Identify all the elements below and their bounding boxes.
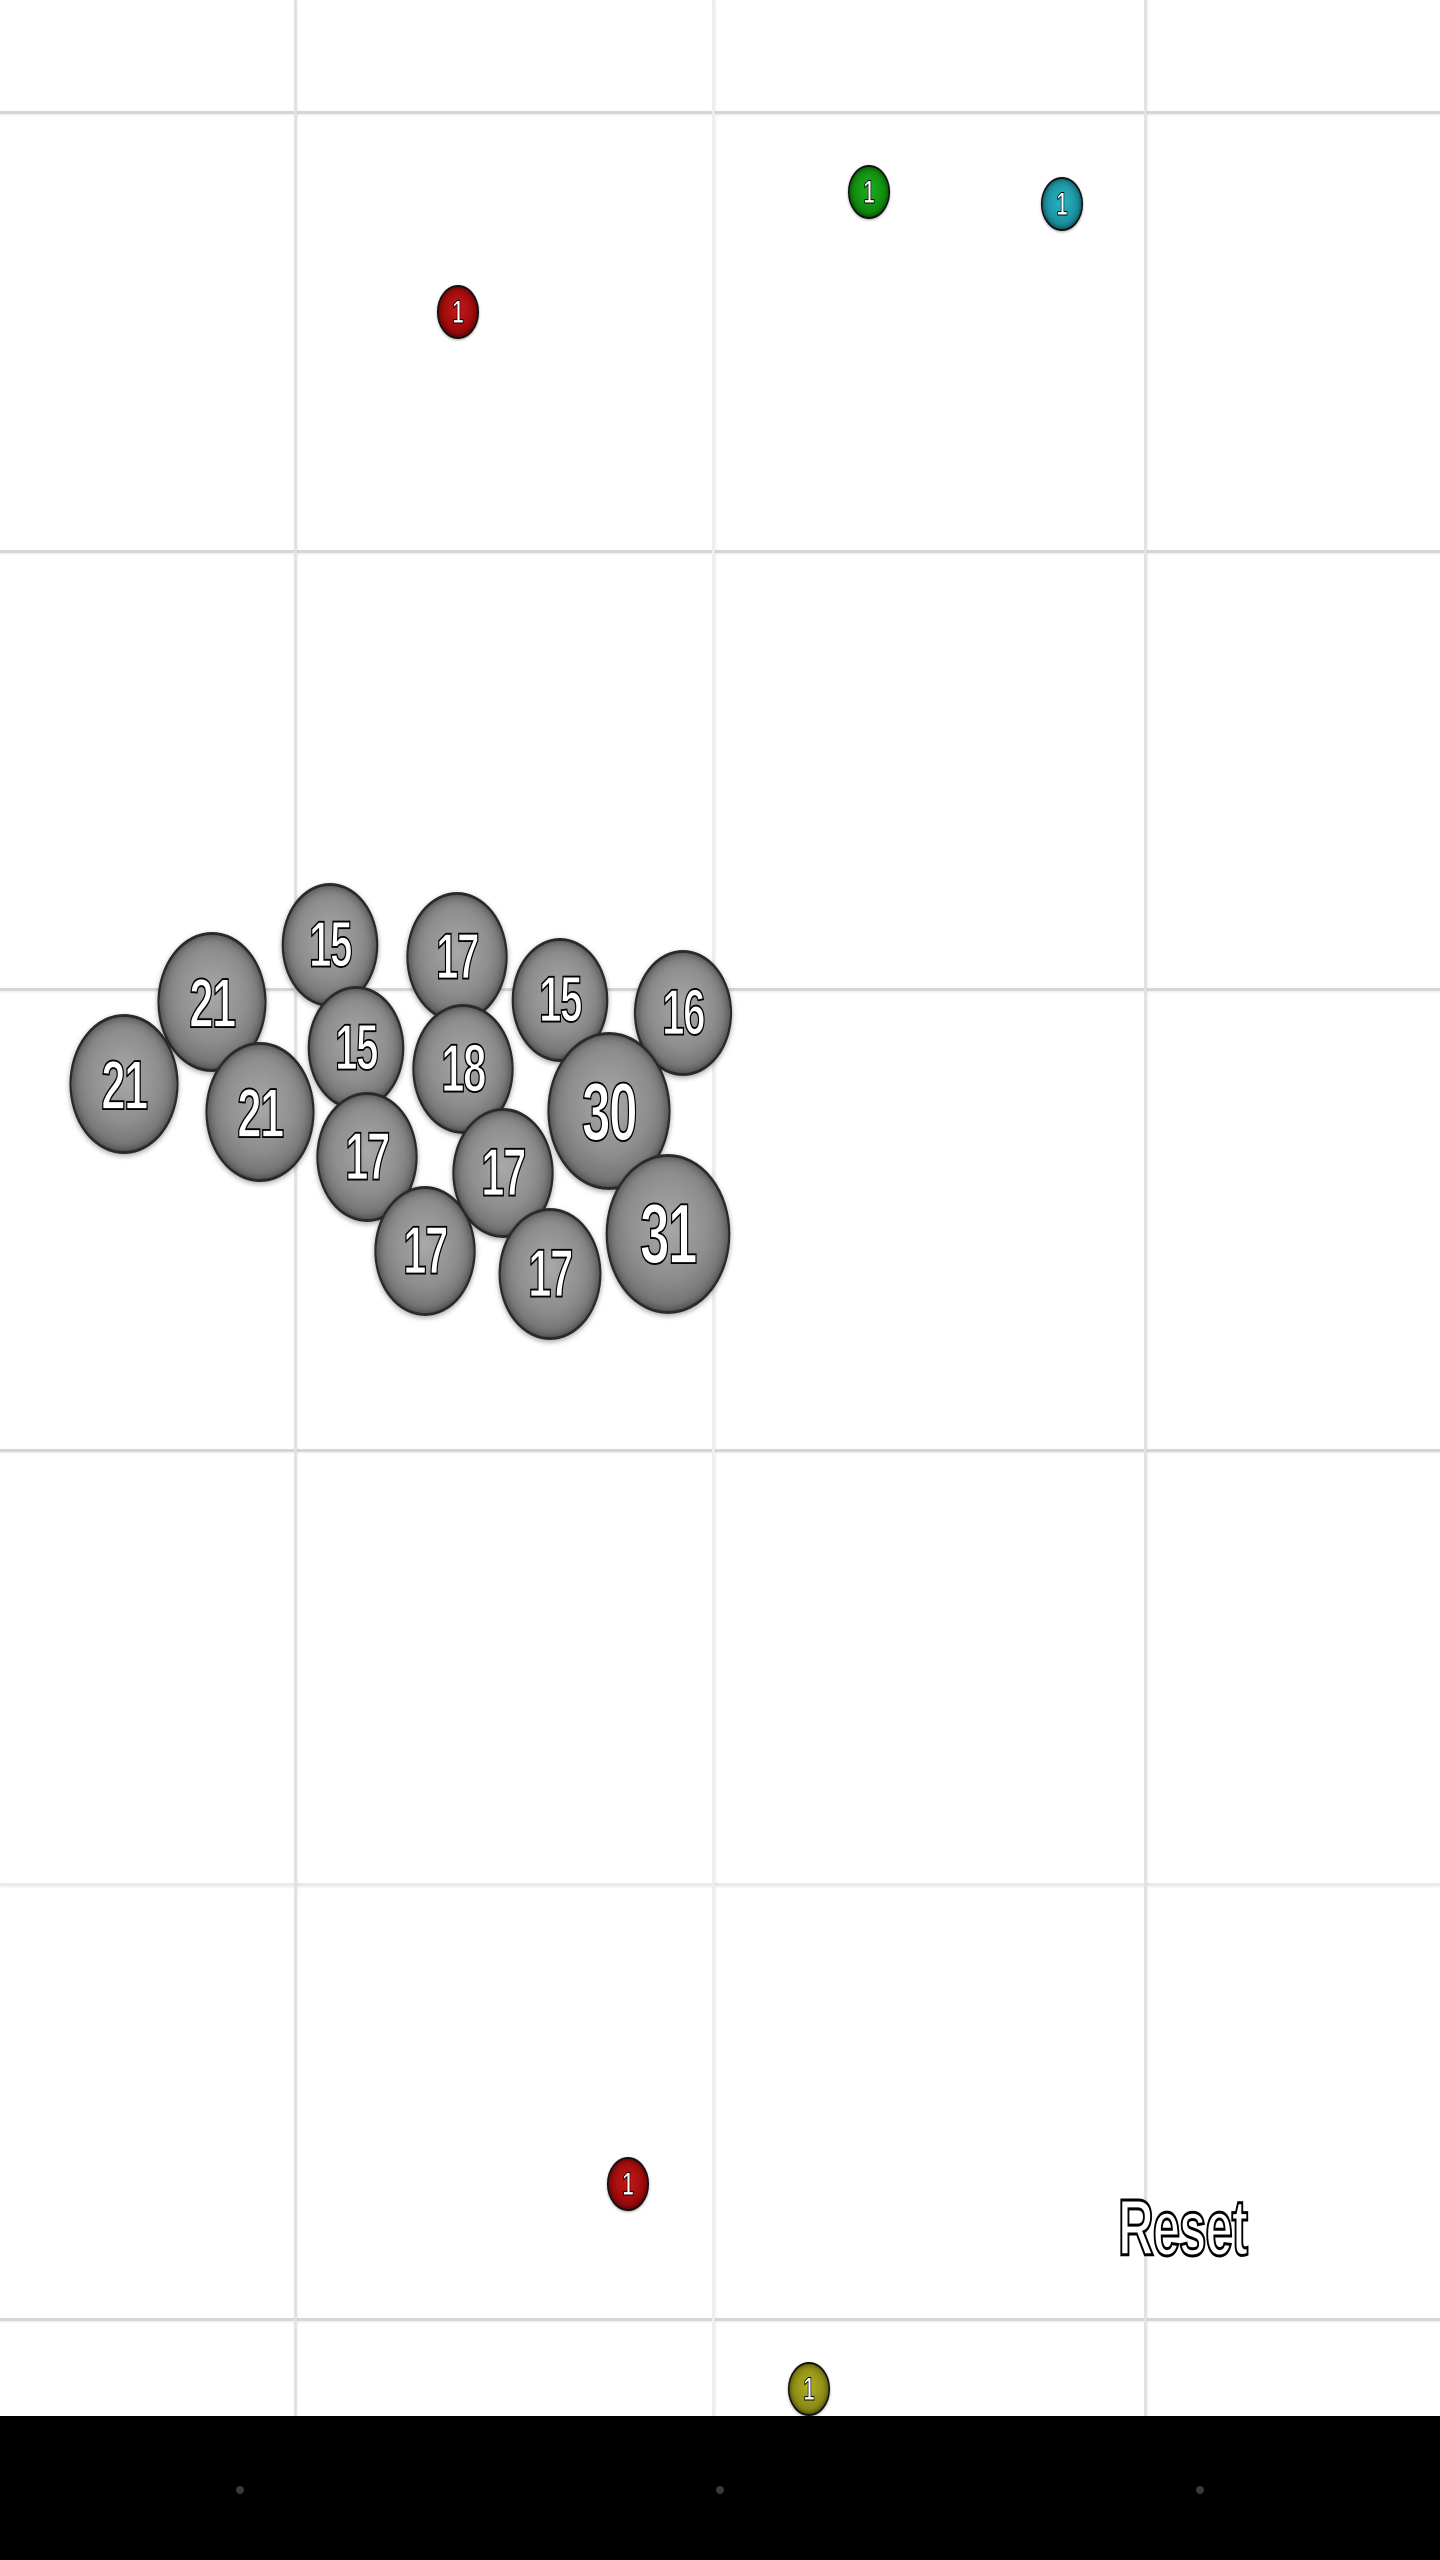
cell-mass: 15 — [538, 963, 583, 1037]
cell-mass: 31 — [639, 1186, 698, 1283]
system-navigation-bar — [0, 2416, 1440, 2560]
pellet-mass: 1 — [1056, 184, 1068, 223]
player-cell[interactable]: 15 — [307, 986, 405, 1110]
player-cell[interactable]: 21 — [205, 1042, 315, 1182]
player-cell[interactable]: 21 — [69, 1014, 179, 1154]
cell-mass: 17 — [435, 920, 480, 994]
cell-mass: 17 — [481, 1135, 527, 1212]
cell-mass: 21 — [189, 962, 237, 1043]
player-cell[interactable]: 17 — [406, 892, 508, 1022]
cell-mass: 15 — [308, 908, 353, 982]
cell-mass: 17 — [345, 1119, 391, 1196]
pellet-mass: 1 — [622, 2164, 634, 2203]
cell-mass: 17 — [528, 1236, 574, 1313]
cell-mass: 21 — [101, 1044, 149, 1125]
player-cell[interactable]: 21 — [157, 932, 267, 1072]
cell-mass: 21 — [237, 1072, 285, 1153]
grid-line — [0, 550, 1440, 553]
food-pellet-olive: 1 — [787, 2362, 831, 2416]
cell-mass: 17 — [403, 1213, 449, 1290]
player-cell[interactable]: 17 — [498, 1208, 602, 1340]
cell-mass: 16 — [661, 976, 706, 1050]
cell-mass: 15 — [334, 1011, 379, 1085]
grid-line — [0, 1883, 1440, 1886]
grid-line — [0, 111, 1440, 114]
food-pellet-red: 1 — [436, 285, 480, 339]
pellet-mass: 1 — [863, 172, 875, 211]
food-pellet-green: 1 — [847, 165, 891, 219]
cell-mass: 18 — [441, 1031, 487, 1108]
grid-line — [0, 1449, 1440, 1452]
food-pellet-red: 1 — [606, 2157, 650, 2211]
grid-line — [0, 2318, 1440, 2321]
back-button[interactable] — [236, 2486, 244, 2494]
pellet-mass: 1 — [452, 292, 464, 331]
player-cell[interactable]: 17 — [374, 1186, 476, 1316]
home-button[interactable] — [716, 2486, 724, 2494]
grid-line — [1144, 0, 1147, 2416]
food-pellet-teal: 1 — [1040, 177, 1084, 231]
pellet-mass: 1 — [803, 2369, 815, 2408]
recents-button[interactable] — [1196, 2486, 1204, 2494]
reset-button[interactable]: Reset — [1117, 2182, 1249, 2274]
player-cell[interactable]: 31 — [605, 1154, 731, 1314]
grid-line — [294, 0, 297, 2416]
cell-mass: 30 — [581, 1064, 638, 1158]
